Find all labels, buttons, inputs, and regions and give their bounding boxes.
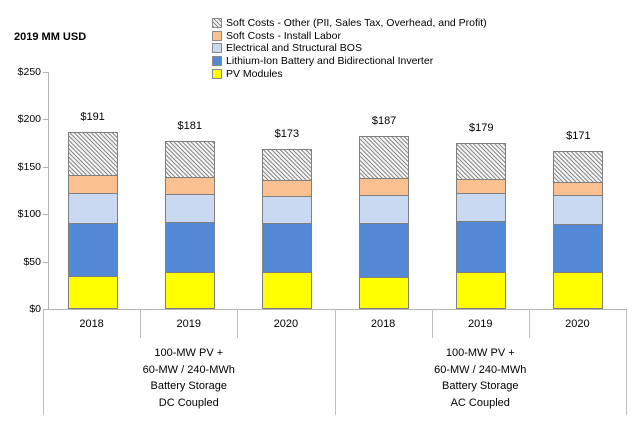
stacked-bar: $173 <box>261 128 312 309</box>
x-year-label: 2018 <box>370 318 396 330</box>
legend-item-label: Lithium-Ion Battery and Bidirectional In… <box>226 55 434 68</box>
legend-item: Soft Costs - Install Labor <box>212 30 487 43</box>
bar-segment <box>261 149 312 182</box>
bar-segment <box>164 177 215 196</box>
bar-segment <box>261 196 312 224</box>
bar-segment <box>553 182 604 197</box>
stacked-bar: $179 <box>456 122 507 309</box>
legend-item-label: PV Modules <box>226 67 283 80</box>
stacked-bar: $181 <box>164 120 215 309</box>
x-group-separator <box>43 309 44 415</box>
bar-segment <box>456 192 507 222</box>
bar-segment <box>261 180 312 198</box>
y-tick-mark <box>43 119 48 121</box>
bar-segment <box>164 221 215 274</box>
legend: Soft Costs - Other (PII, Sales Tax, Over… <box>212 17 487 80</box>
x-group-label-line: 100-MW PV + <box>154 347 224 359</box>
x-year-separator <box>140 309 142 338</box>
y-tick-label: $150 <box>17 160 41 173</box>
bar-segment <box>164 141 215 179</box>
legend-swatch-color <box>212 56 222 67</box>
legend-item: PV Modules <box>212 67 487 80</box>
x-group-label: 100-MW PV + 60-MW / 240-MWh Battery Storag… <box>44 345 334 411</box>
legend-item-label: Soft Costs - Other (PII, Sales Tax, Over… <box>226 17 487 30</box>
bar-segment <box>164 272 215 309</box>
y-tick-label: $200 <box>17 113 41 126</box>
legend-item: Soft Costs - Other (PII, Sales Tax, Over… <box>212 17 487 30</box>
x-group-label-line: 60-MW / 240-MWh <box>434 363 527 376</box>
bar-total-label: $191 <box>80 110 105 123</box>
legend-swatch-hatch <box>212 18 222 29</box>
y-tick-mark <box>43 72 48 73</box>
bar-segment <box>67 275 118 309</box>
x-year-label: 2020 <box>273 318 299 330</box>
y-tick-label: $250 <box>17 66 41 78</box>
x-group-separator <box>334 309 336 415</box>
bar-total-label: $181 <box>177 120 202 133</box>
legend-item-label: Soft Costs - Install Labor <box>226 29 341 42</box>
bar-segment <box>553 223 604 274</box>
bar-segment <box>456 272 507 309</box>
x-year-separator <box>431 309 433 338</box>
bar-segment <box>261 222 312 274</box>
x-year-separator <box>528 309 530 338</box>
x-group-label-line: Battery Storage <box>150 380 227 392</box>
y-tick-label: $50 <box>23 255 41 268</box>
x-group-label-line: AC Coupled <box>450 396 510 409</box>
x-group-label: 100-MW PV + 60-MW / 240-MWh Battery Storag… <box>335 345 625 411</box>
legend-item: Lithium-Ion Battery and Bidirectional In… <box>212 55 487 68</box>
bar-segment <box>359 135 410 180</box>
bar-segment <box>67 131 118 176</box>
x-year-label: 2019 <box>176 318 201 330</box>
legend-item-label: Electrical and Structural BOS <box>226 42 362 55</box>
stacked-bar: $187 <box>359 115 410 309</box>
x-group-label-line: Battery Storage <box>442 380 519 392</box>
bar-segment <box>164 194 215 223</box>
y-axis-unit-label: 2019 MM USD <box>14 31 87 43</box>
bar-segment <box>456 179 507 194</box>
bar-segment <box>553 272 604 309</box>
y-tick-mark <box>43 166 48 168</box>
y-tick-label: $100 <box>17 208 41 221</box>
bar-segment <box>359 222 410 278</box>
bar-total-label: $173 <box>274 128 300 140</box>
bar-segment <box>67 174 118 194</box>
bar-segment <box>359 195 410 224</box>
y-tick-mark <box>43 261 48 263</box>
x-year-label: 2019 <box>467 318 493 330</box>
y-tick-mark <box>43 214 48 216</box>
bar-segment <box>261 272 312 309</box>
x-group-label-line: 60-MW / 240-MWh <box>142 363 235 376</box>
x-year-separator <box>237 309 239 338</box>
legend-item: Electrical and Structural BOS <box>212 42 487 55</box>
legend-swatch-color <box>212 43 222 54</box>
legend-swatch-color <box>212 30 222 41</box>
bar-segment <box>456 220 507 274</box>
bar-segment <box>67 222 118 277</box>
y-tick-label: $0 <box>29 303 41 315</box>
x-group-separator <box>626 309 627 415</box>
bar-total-label: $179 <box>469 122 494 135</box>
bar-segment <box>359 178 410 197</box>
bar-total-label: $187 <box>371 114 397 127</box>
stacked-bar: $191 <box>67 111 118 309</box>
x-group-label-line: DC Coupled <box>158 396 219 409</box>
plot-area: $191 $181 $173 $187 $179 $171 <box>48 72 627 309</box>
x-year-label: 2018 <box>79 318 104 330</box>
bar-segment <box>553 150 604 184</box>
bar-segment <box>553 195 604 225</box>
bar-segment <box>67 192 118 224</box>
bar-segment <box>456 143 507 181</box>
stacked-bar: $171 <box>553 130 604 309</box>
x-year-label: 2020 <box>565 318 590 330</box>
bar-total-label: $171 <box>566 129 591 142</box>
legend-swatch-color <box>212 68 222 79</box>
x-group-label-line: 100-MW PV + <box>445 347 515 359</box>
bar-segment <box>359 276 410 309</box>
